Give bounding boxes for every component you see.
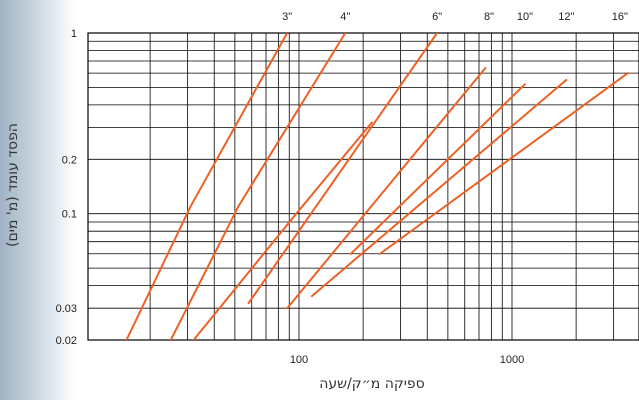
- y-axis-title: הפסד עומד (מ' מים): [5, 123, 21, 247]
- curve-labels: 3" 4" 6" 8" 10" 12" 16": [282, 11, 628, 23]
- series-line-1: [125, 33, 289, 340]
- y-tick-label: 1: [71, 28, 77, 40]
- pipe-size-label: 10": [517, 11, 533, 23]
- x-axis-title: ספיקה מ״ק/שעה: [319, 376, 425, 392]
- pipe-size-label: 16": [612, 11, 628, 23]
- series-line-2: [169, 33, 347, 340]
- pipe-size-label: 8": [484, 11, 494, 23]
- pipe-size-label: 4": [340, 11, 350, 23]
- y-tick-label: 0.2: [62, 154, 77, 166]
- x-tick-labels: 100 1000: [290, 354, 524, 366]
- grid: [87, 32, 639, 341]
- y-tick-label: 0.1: [62, 209, 77, 221]
- side-decoration: [0, 0, 75, 400]
- series-line-8: [379, 72, 629, 255]
- pipe-size-label: 3": [282, 11, 292, 23]
- pipe-size-label: 12": [558, 11, 574, 23]
- series-lines: [125, 33, 629, 340]
- x-tick-label: 100: [290, 354, 308, 366]
- y-tick-label: 0.03: [56, 303, 77, 315]
- series-line-5: [286, 67, 487, 310]
- y-tick-labels: 1 0.2 0.1 0.03 0.02: [56, 28, 77, 347]
- series-line-6: [349, 83, 526, 255]
- x-tick-label: 1000: [500, 354, 524, 366]
- y-tick-label: 0.02: [56, 335, 77, 347]
- pipe-size-label: 6": [432, 11, 442, 23]
- series-line-3: [192, 121, 373, 340]
- series-line-4: [247, 33, 439, 305]
- series-line-7: [310, 78, 568, 298]
